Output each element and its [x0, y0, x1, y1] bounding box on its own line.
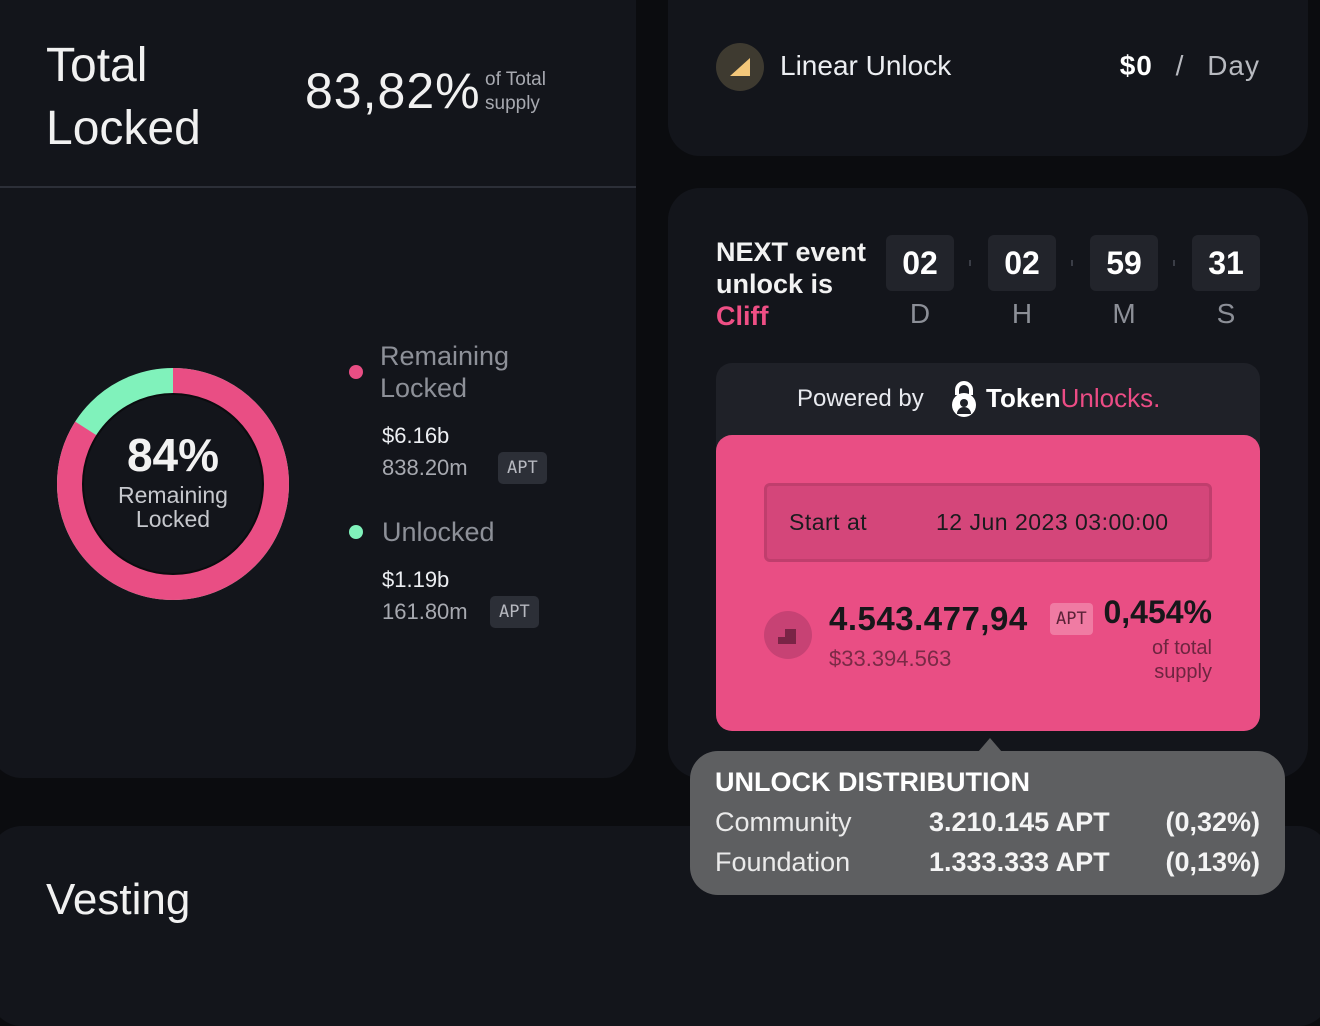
start-at-box	[764, 483, 1212, 562]
donut-percent: 84%	[126, 429, 220, 481]
unlock-supply-percent: 0,454%	[1103, 594, 1212, 630]
legend-dot-unlocked	[349, 525, 363, 539]
rate-period: Day	[1207, 50, 1260, 81]
tokenunlocks-logo[interactable]: TokenUnlocks.	[986, 383, 1160, 414]
total-locked-title: Total Locked	[46, 39, 201, 155]
unlock-supply-label: of total supply	[1151, 637, 1212, 683]
linear-unlock-rate: $0 / Day	[1120, 50, 1260, 82]
tooltip-row-percent: (0,13%)	[1165, 847, 1260, 877]
tooltip-row-percent: (0,32%)	[1165, 807, 1260, 837]
countdown-separator	[1071, 260, 1073, 266]
logo-word-unlocks: Unlocks.	[1060, 383, 1161, 413]
unlock-amount-unit: APT	[1050, 603, 1093, 635]
vesting-title: Vesting	[46, 875, 191, 924]
linear-unlock-label: Linear Unlock	[780, 50, 952, 81]
tooltip-title: UNLOCK DISTRIBUTION	[715, 767, 1030, 797]
unlock-details-panel[interactable]	[716, 435, 1260, 731]
unlock-distribution-tooltip	[690, 751, 1285, 895]
next-event-heading: NEXT event unlock is Cliff	[716, 236, 881, 332]
rate-separator: /	[1175, 50, 1185, 81]
logo-word-token: Token	[986, 383, 1061, 413]
linear-unlock-value: $0	[1119, 50, 1153, 81]
countdown-seconds-unit: S	[1216, 298, 1236, 329]
linear-unlock-icon	[716, 43, 764, 91]
legend-amount-unlocked: 161.80m	[382, 599, 468, 624]
countdown-minutes: 59	[1090, 235, 1158, 291]
countdown-separator	[1173, 260, 1175, 266]
next-event-type: Cliff	[716, 301, 769, 331]
tooltip-row-amount: 3.210.145 APT	[929, 807, 1110, 837]
total-locked-card	[0, 0, 636, 778]
tooltip-row-name: Foundation	[715, 847, 851, 877]
donut-hole	[82, 393, 264, 575]
countdown-hours-unit: H	[1011, 298, 1033, 329]
tooltip-row-amount: 1.333.333 APT	[929, 847, 1110, 877]
total-locked-of-total-label: of Total supply	[485, 69, 546, 114]
start-at-label: Start at	[789, 509, 868, 535]
countdown-hours: 02	[988, 235, 1056, 291]
start-at-value: 12 Jun 2023 03:00:00	[936, 509, 1169, 535]
legend-usd-locked: $6.16b	[382, 423, 450, 448]
legend-label-unlocked: Unlocked	[382, 517, 495, 547]
legend-dot-locked	[349, 365, 363, 379]
tokenunlocks-lock-icon[interactable]	[948, 379, 980, 419]
countdown-days: 02	[886, 235, 954, 291]
legend-unit-chip-unlocked: APT	[490, 596, 539, 628]
linear-unlock-card	[668, 0, 1308, 156]
legend-label-locked: Remaining Locked	[380, 341, 510, 403]
countdown-seconds: 31	[1192, 235, 1260, 291]
legend-usd-unlocked: $1.19b	[382, 567, 450, 592]
countdown-separator	[969, 260, 971, 266]
donut-locked-segment	[57, 368, 289, 600]
step-icon	[778, 629, 796, 644]
legend-unit-chip-locked: APT	[498, 452, 547, 484]
donut-label: Remaining Locked	[118, 482, 228, 532]
cliff-step-icon	[764, 611, 812, 659]
next-event-prefix: NEXT event unlock is	[716, 237, 867, 299]
powered-by-label: Powered by	[797, 385, 924, 412]
ramp-icon	[730, 58, 750, 76]
total-locked-percent: 83,82%	[305, 63, 481, 119]
unlock-amount-usd: $33.394.563	[829, 646, 952, 671]
divider	[0, 186, 636, 188]
unlock-amount: 4.543.477,94	[829, 600, 1028, 637]
locked-donut-chart	[57, 368, 289, 600]
countdown-minutes-unit: M	[1112, 298, 1136, 329]
legend-amount-locked: 838.20m	[382, 455, 468, 480]
countdown-days-unit: D	[909, 298, 931, 329]
tooltip-row-name: Community	[715, 807, 852, 837]
tooltip-arrow	[978, 738, 1002, 752]
